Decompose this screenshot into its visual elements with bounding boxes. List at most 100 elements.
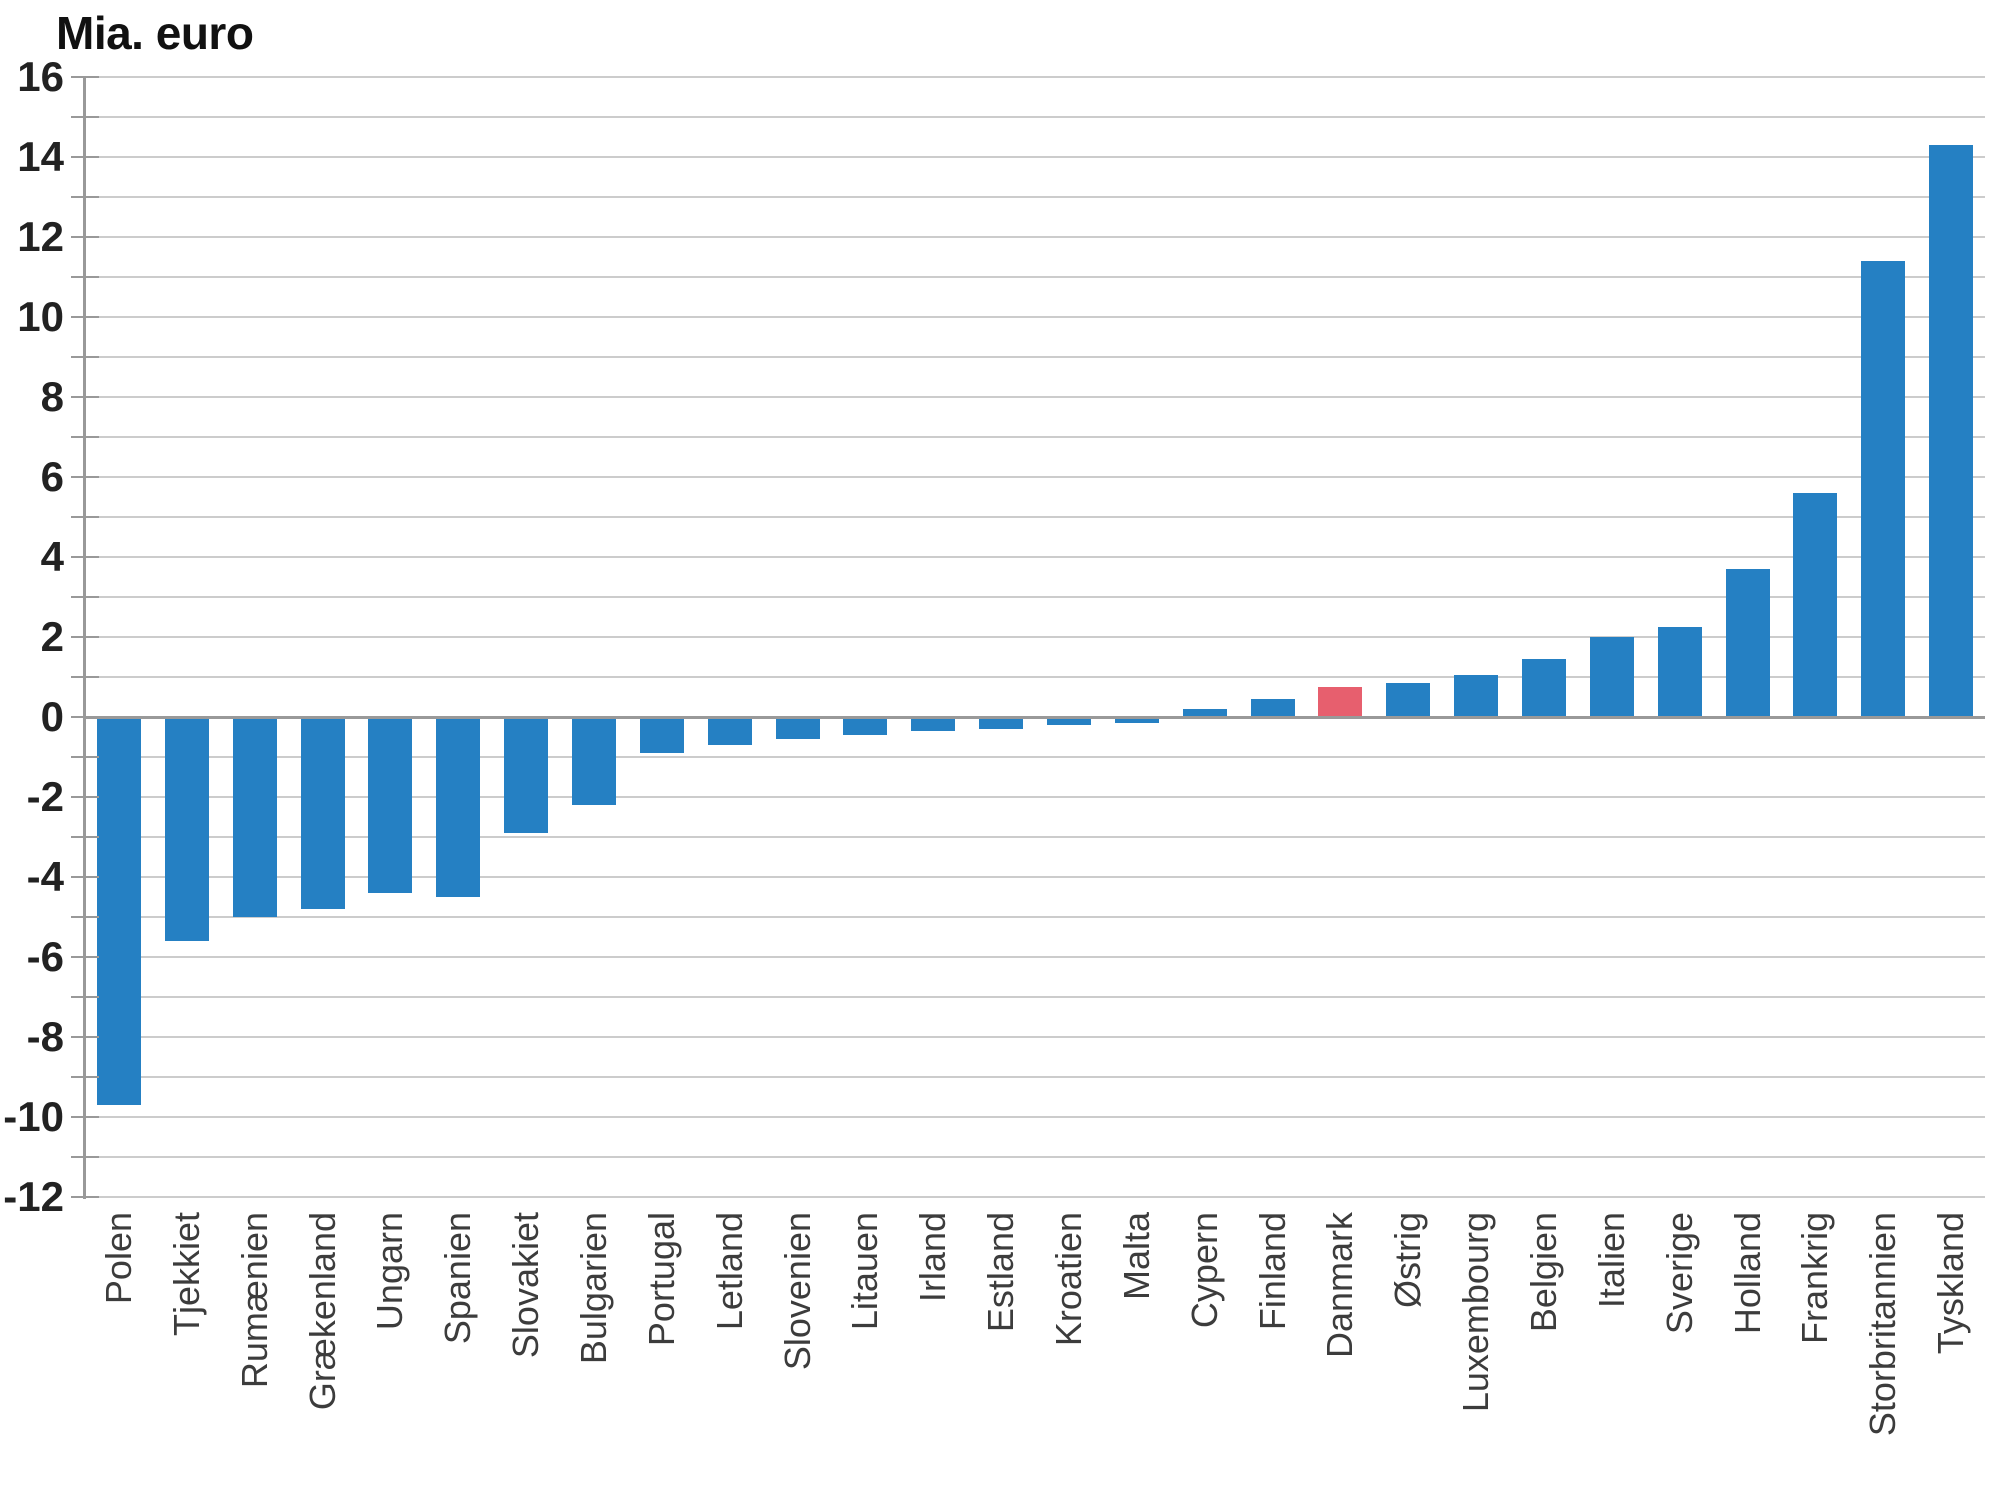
x-axis-label: Luxembourg (1455, 1212, 1497, 1492)
bar (1046, 717, 1091, 725)
y-axis-label: 10 (17, 293, 64, 340)
bar (504, 717, 549, 833)
bar (1386, 683, 1431, 717)
x-axis-label-text: Tjekkiet (165, 1212, 207, 1337)
x-axis-label: Ungarn (369, 1212, 410, 1492)
bar (707, 717, 752, 745)
bar (979, 717, 1024, 729)
x-axis-label-text: Sverige (1658, 1212, 1700, 1335)
y-axis-tick (71, 1156, 99, 1158)
y-axis-tick (71, 756, 99, 758)
x-axis-label: Malta (1116, 1212, 1157, 1492)
gridline (85, 476, 1985, 478)
x-axis-label-text: Estland (980, 1212, 1022, 1333)
y-axis-tick (71, 876, 99, 878)
x-axis-label-text: Tyskland (1930, 1212, 1972, 1355)
x-axis-label-text: Østrig (1387, 1212, 1429, 1309)
bar (843, 717, 888, 735)
x-axis-label-text: Letland (708, 1212, 750, 1331)
bar (1250, 699, 1295, 717)
x-axis-label-text: Storbritannien (1862, 1212, 1904, 1437)
x-axis-label: Finland (1251, 1212, 1293, 1492)
gridline (85, 276, 1985, 278)
x-axis-label: Holland (1726, 1212, 1768, 1492)
gridline (85, 796, 1985, 798)
bar (1657, 627, 1702, 717)
bar (639, 717, 684, 753)
bar (368, 717, 413, 893)
x-axis-label: Kroatien (1047, 1212, 1089, 1492)
x-axis-label: Grækenland (302, 1212, 343, 1492)
x-axis-label-text: Frankrig (1794, 1212, 1836, 1345)
x-axis-label-text: Kroatien (1047, 1212, 1089, 1347)
gridline (85, 516, 1985, 518)
y-axis-tick (71, 436, 99, 438)
y-axis-tick (71, 676, 99, 678)
x-axis-label: Letland (708, 1212, 750, 1492)
x-axis-label: Polen (97, 1212, 139, 1492)
y-axis-label: -12 (3, 1173, 64, 1220)
y-axis-tick (71, 516, 99, 518)
bar (96, 717, 141, 1105)
x-axis-label-text: Holland (1726, 1212, 1768, 1335)
plot-area (71, 76, 1985, 1199)
gridline (85, 556, 1985, 558)
x-axis-label: Sverige (1658, 1212, 1700, 1492)
y-axis-tick (71, 316, 99, 318)
bar (775, 717, 820, 739)
y-axis-label: -2 (26, 773, 64, 820)
x-axis-label-text: Polen (97, 1212, 139, 1305)
bar (1793, 493, 1838, 717)
y-axis-label: 0 (40, 693, 64, 740)
x-axis-label-text: Luxembourg (1455, 1212, 1497, 1413)
gridline (85, 636, 1985, 638)
y-axis-tick (71, 916, 99, 918)
gridline (85, 596, 1985, 598)
x-axis-label: Italien (1591, 1212, 1632, 1492)
bar (1114, 717, 1159, 723)
gridline (85, 836, 1985, 838)
gridline (85, 756, 1985, 758)
gridline (85, 396, 1985, 398)
bar (1725, 569, 1770, 717)
x-axis-label: Rumænien (234, 1212, 275, 1492)
bar (164, 717, 209, 941)
bar (300, 717, 345, 909)
x-axis-label-text: Slovakiet (505, 1212, 547, 1359)
gridline (85, 1076, 1985, 1078)
y-axis-tick (71, 396, 99, 398)
x-axis-label: Slovakiet (505, 1212, 547, 1492)
gridline (85, 916, 1985, 918)
x-axis-label-text: Spanien (437, 1212, 479, 1345)
x-axis-label-text: Belgien (1522, 1212, 1564, 1333)
y-axis-tick (71, 836, 99, 838)
x-axis-label: Litauen (844, 1212, 885, 1492)
gridline (85, 1116, 1985, 1118)
gridline (85, 1196, 1985, 1198)
y-axis-label: 2 (40, 613, 64, 660)
x-axis-label: Tjekkiet (165, 1212, 207, 1492)
gridline (85, 996, 1985, 998)
bar (436, 717, 481, 897)
zero-axis-line (85, 716, 1985, 719)
x-axis-label: Cypern (1184, 1212, 1225, 1492)
y-axis-tick (71, 716, 99, 718)
x-axis-label-text: Irland (912, 1212, 954, 1303)
y-axis-tick (71, 956, 99, 958)
y-axis-tick (71, 196, 99, 198)
bar (1861, 261, 1906, 717)
x-axis-label: Danmark (1319, 1212, 1360, 1492)
x-axis-label-text: Finland (1251, 1212, 1293, 1331)
y-axis-label: -10 (3, 1093, 64, 1140)
x-axis-label: Tyskland (1930, 1212, 1972, 1492)
y-axis-label: 4 (40, 533, 64, 580)
gridline (85, 676, 1985, 678)
gridline (85, 1036, 1985, 1038)
y-axis-tick (71, 1036, 99, 1038)
x-axis-label: Belgien (1522, 1212, 1564, 1492)
gridline (85, 116, 1985, 118)
gridline (85, 956, 1985, 958)
y-axis-label: -8 (26, 1013, 64, 1060)
x-axis-label: Frankrig (1794, 1212, 1836, 1492)
